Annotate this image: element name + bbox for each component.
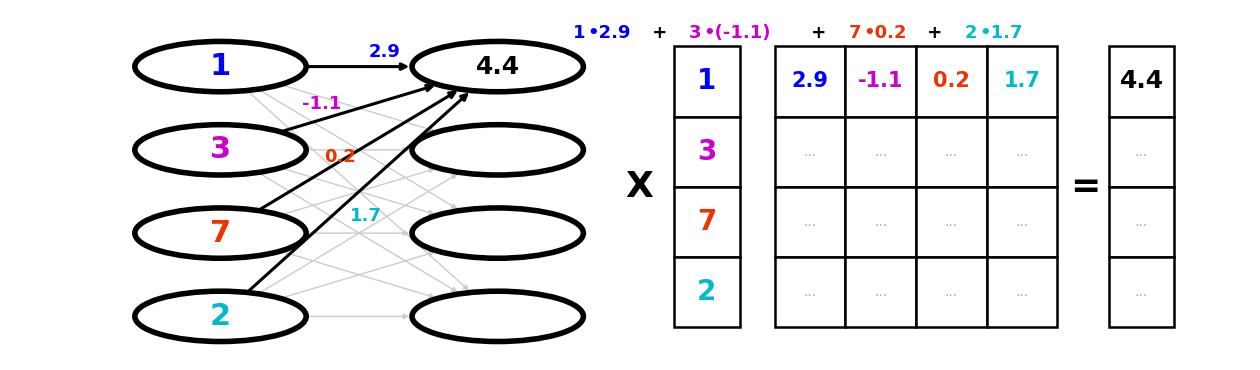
- Bar: [775, 46, 845, 117]
- Text: -1.1: -1.1: [301, 95, 341, 112]
- Bar: [916, 187, 987, 257]
- Text: 7: 7: [210, 219, 231, 248]
- Bar: [916, 46, 987, 117]
- Text: 0.2: 0.2: [324, 148, 357, 166]
- Text: 2: 2: [965, 24, 976, 42]
- Text: ...: ...: [1135, 285, 1148, 299]
- Circle shape: [412, 41, 583, 92]
- Bar: [987, 46, 1057, 117]
- Text: 2.9: 2.9: [791, 71, 829, 91]
- Text: ...: ...: [945, 285, 958, 299]
- Bar: [845, 117, 916, 187]
- Bar: [674, 117, 740, 187]
- Text: 1.7: 1.7: [1003, 71, 1041, 91]
- Bar: [916, 117, 987, 187]
- Bar: [845, 187, 916, 257]
- Text: 1: 1: [210, 52, 231, 81]
- Text: ...: ...: [804, 215, 816, 229]
- Circle shape: [412, 208, 583, 258]
- Text: ...: ...: [1135, 215, 1148, 229]
- Text: ...: ...: [804, 285, 816, 299]
- Text: ...: ...: [945, 215, 958, 229]
- Text: •1.7: •1.7: [979, 24, 1023, 42]
- Text: X: X: [625, 170, 653, 204]
- Bar: [775, 117, 845, 187]
- Text: 7: 7: [697, 208, 717, 236]
- Text: ...: ...: [874, 285, 887, 299]
- Text: 2: 2: [697, 278, 717, 306]
- Circle shape: [412, 125, 583, 175]
- Text: ...: ...: [804, 145, 816, 159]
- Text: ...: ...: [1135, 145, 1148, 159]
- Text: 7: 7: [849, 24, 861, 42]
- Text: +: +: [805, 24, 833, 42]
- Text: 4.4: 4.4: [1119, 70, 1164, 93]
- Bar: [1109, 46, 1174, 117]
- Circle shape: [135, 208, 306, 258]
- Text: •0.2: •0.2: [863, 24, 907, 42]
- Text: 1: 1: [697, 67, 717, 95]
- Bar: [1109, 257, 1174, 327]
- Bar: [987, 117, 1057, 187]
- Text: 3: 3: [697, 138, 717, 166]
- Text: 2.9: 2.9: [368, 43, 401, 61]
- Text: ...: ...: [874, 145, 887, 159]
- Bar: [775, 187, 845, 257]
- Bar: [845, 257, 916, 327]
- Bar: [1109, 187, 1174, 257]
- Bar: [916, 257, 987, 327]
- Circle shape: [135, 41, 306, 92]
- Text: ...: ...: [1016, 215, 1028, 229]
- Text: 1: 1: [573, 24, 586, 42]
- Text: =: =: [1070, 170, 1100, 204]
- Bar: [987, 187, 1057, 257]
- Text: 3: 3: [210, 135, 231, 164]
- Text: ...: ...: [874, 215, 887, 229]
- Circle shape: [135, 291, 306, 342]
- Text: •(-1.1): •(-1.1): [703, 24, 771, 42]
- Bar: [674, 187, 740, 257]
- Bar: [674, 257, 740, 327]
- Bar: [987, 257, 1057, 327]
- Text: ...: ...: [945, 145, 958, 159]
- Text: 2: 2: [210, 302, 231, 331]
- Text: +: +: [646, 24, 673, 42]
- Text: •2.9: •2.9: [588, 24, 631, 42]
- Bar: [845, 46, 916, 117]
- Text: ...: ...: [1016, 145, 1028, 159]
- Circle shape: [135, 125, 306, 175]
- Bar: [1109, 117, 1174, 187]
- Text: 0.2: 0.2: [932, 71, 970, 91]
- Text: -1.1: -1.1: [858, 71, 903, 91]
- Circle shape: [412, 291, 583, 342]
- Bar: [674, 46, 740, 117]
- Text: ...: ...: [1016, 285, 1028, 299]
- Text: 4.4: 4.4: [475, 55, 520, 78]
- Text: 1.7: 1.7: [349, 208, 382, 225]
- Text: +: +: [921, 24, 949, 42]
- Bar: [775, 257, 845, 327]
- Text: 3: 3: [689, 24, 702, 42]
